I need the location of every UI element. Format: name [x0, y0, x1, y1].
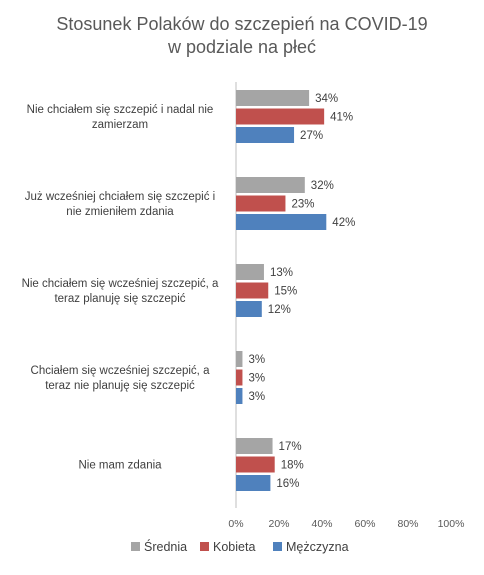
- data-label: 3%: [248, 373, 265, 385]
- bar-średnia: [236, 90, 310, 106]
- data-label: 34%: [315, 93, 338, 105]
- legend-swatch: [131, 542, 140, 551]
- bar-mężczyzna: [236, 127, 295, 143]
- bar-mężczyzna: [236, 214, 327, 230]
- legend-label: Mężczyzna: [286, 540, 349, 554]
- chart-subtitle: w podziale na płeć: [167, 37, 316, 57]
- category-label: Nie chciałem się szczepić i nadal nie zam…: [27, 104, 214, 131]
- x-tick-label: 0%: [228, 518, 243, 530]
- bar-średnia: [236, 351, 243, 367]
- x-tick-label: 80%: [397, 518, 418, 530]
- data-label: 16%: [276, 478, 299, 490]
- data-label: 32%: [311, 180, 334, 192]
- bar-kobieta: [236, 108, 325, 125]
- data-label: 3%: [248, 354, 265, 366]
- legend-swatch: [200, 542, 209, 551]
- category-label: Chciałem się wcześniej szczepić, a teraz …: [31, 365, 211, 392]
- category-label: Nie mam zdania: [78, 460, 162, 472]
- legend-swatch: [273, 542, 282, 551]
- legend-label: Średnia: [144, 539, 187, 554]
- data-label: 12%: [268, 304, 291, 316]
- bar-kobieta: [236, 195, 286, 212]
- bar-średnia: [236, 177, 305, 193]
- bar-mężczyzna: [236, 301, 262, 317]
- bar-średnia: [236, 264, 264, 280]
- category-label: Już wcześniej chciałem się szczepić i nie…: [25, 191, 215, 218]
- data-label: 42%: [332, 217, 355, 229]
- data-label: 13%: [270, 267, 293, 279]
- bar-mężczyzna: [236, 388, 243, 404]
- data-label: 23%: [291, 199, 314, 211]
- bar-kobieta: [236, 369, 243, 386]
- data-label: 17%: [279, 441, 302, 453]
- legend-label: Kobieta: [213, 540, 255, 554]
- x-tick-label: 100%: [438, 518, 465, 530]
- data-label: 3%: [248, 391, 265, 403]
- x-tick-label: 60%: [354, 518, 375, 530]
- data-label: 18%: [281, 460, 304, 472]
- data-label: 41%: [330, 112, 353, 124]
- plot-area: 0% 20% 40% 60% 80% 100% Nie chciałem się szcze…: [22, 82, 465, 530]
- chart-legend: Średnia Kobieta Mężczyzna: [131, 539, 349, 554]
- chart-title: Stosunek Polaków do szczepień na COVID-1…: [56, 14, 427, 34]
- x-tick-label: 20%: [268, 518, 289, 530]
- bar-średnia: [236, 438, 273, 454]
- bar-kobieta: [236, 456, 275, 473]
- data-label: 15%: [274, 286, 297, 298]
- bar-kobieta: [236, 282, 269, 299]
- data-label: 27%: [300, 130, 323, 142]
- category-label: Nie chciałem się wcześniej szczepić, a te…: [22, 278, 219, 305]
- bar-mężczyzna: [236, 475, 271, 491]
- x-tick-label: 40%: [311, 518, 332, 530]
